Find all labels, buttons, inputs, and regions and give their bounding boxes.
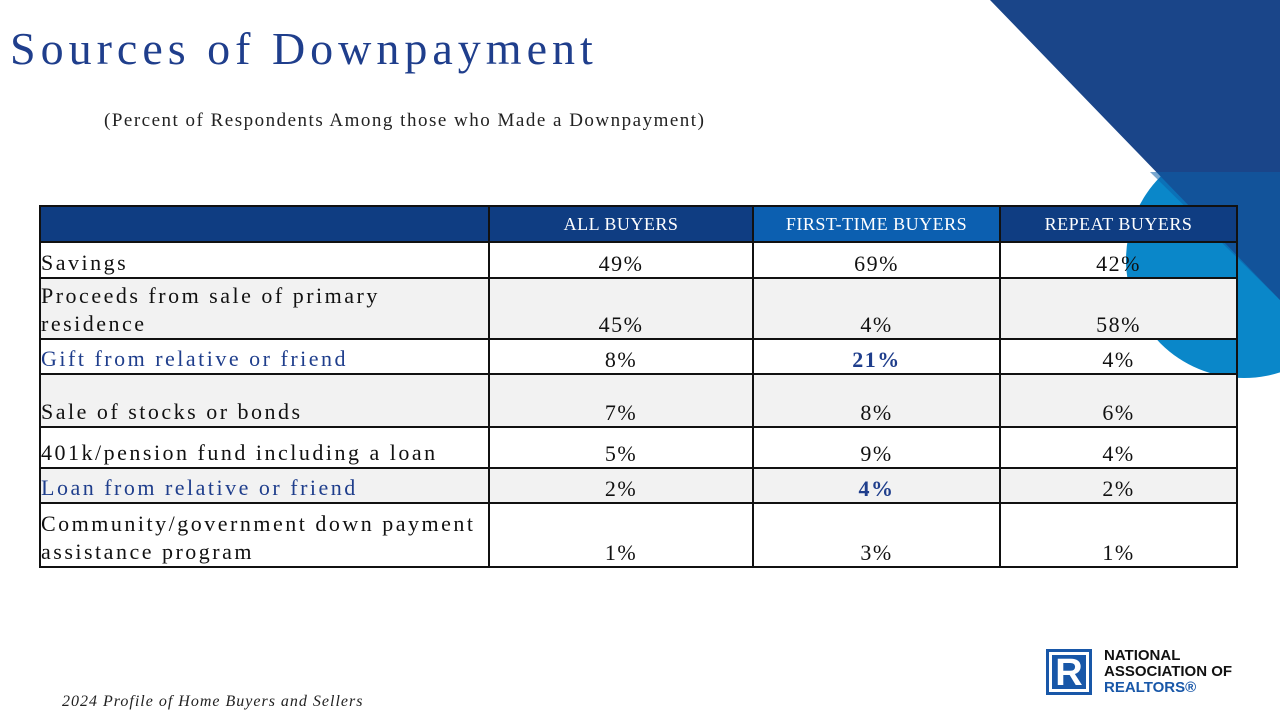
value-repeat-buyers: 1%: [999, 502, 1238, 568]
header-all-buyers: ALL BUYERS: [488, 205, 754, 243]
row-label: Community/government down payment assist…: [39, 502, 490, 568]
value-first-time-buyers: 9%: [752, 426, 1001, 469]
value-first-time-buyers: 69%: [752, 241, 1001, 279]
value-all-buyers: 45%: [488, 277, 754, 340]
slide-title: Sources of Downpayment: [10, 23, 598, 74]
slide-subtitle: (Percent of Respondents Among those who …: [104, 110, 706, 131]
table-row: 401k/pension fund including a loan 5% 9%…: [39, 426, 1238, 469]
realtor-r-icon: R: [1046, 649, 1092, 695]
logo-wordmark: NATIONAL ASSOCIATION OF REALTORS®: [1104, 648, 1264, 696]
value-all-buyers: 8%: [488, 338, 754, 375]
header-blank-cell: [39, 205, 490, 243]
value-first-time-buyers: 8%: [752, 373, 1001, 428]
value-all-buyers: 49%: [488, 241, 754, 279]
table-header-row: ALL BUYERS FIRST-TIME BUYERS REPEAT BUYE…: [39, 205, 1238, 243]
value-first-time-buyers: 4%: [752, 277, 1001, 340]
footer-source: 2024 Profile of Home Buyers and Sellers: [62, 693, 364, 710]
value-all-buyers: 7%: [488, 373, 754, 428]
downpayment-table: ALL BUYERS FIRST-TIME BUYERS REPEAT BUYE…: [39, 205, 1238, 568]
table-row: Loan from relative or friend 2% 4% 2%: [39, 467, 1238, 504]
value-first-time-buyers: 21%: [752, 338, 1001, 375]
table-row: Savings 49% 69% 42%: [39, 241, 1238, 279]
value-all-buyers: 2%: [488, 467, 754, 504]
value-repeat-buyers: 4%: [999, 426, 1238, 469]
value-repeat-buyers: 4%: [999, 338, 1238, 375]
logo-line-realtors: REALTORS®: [1104, 679, 1197, 696]
row-label: Sale of stocks or bonds: [39, 373, 490, 428]
table-row: Community/government down payment assist…: [39, 502, 1238, 568]
value-repeat-buyers: 6%: [999, 373, 1238, 428]
value-first-time-buyers: 4%: [752, 467, 1001, 504]
logo-line-association: ASSOCIATION OF: [1104, 663, 1233, 680]
header-repeat-buyers: REPEAT BUYERS: [999, 205, 1238, 243]
row-label: Loan from relative or friend: [39, 467, 490, 504]
value-repeat-buyers: 2%: [999, 467, 1238, 504]
table-row: Proceeds from sale of primary residence …: [39, 277, 1238, 340]
row-label: Proceeds from sale of primary residence: [39, 277, 490, 340]
row-label: 401k/pension fund including a loan: [39, 426, 490, 469]
value-repeat-buyers: 58%: [999, 277, 1238, 340]
header-first-time-buyers: FIRST-TIME BUYERS: [752, 205, 1001, 243]
logo-line-national: NATIONAL: [1104, 647, 1181, 664]
value-repeat-buyers: 42%: [999, 241, 1238, 279]
value-all-buyers: 5%: [488, 426, 754, 469]
value-all-buyers: 1%: [488, 502, 754, 568]
value-first-time-buyers: 3%: [752, 502, 1001, 568]
logo-mark-letter: R: [1049, 652, 1089, 692]
table-row: Sale of stocks or bonds 7% 8% 6%: [39, 373, 1238, 428]
row-label: Gift from relative or friend: [39, 338, 490, 375]
row-label: Savings: [39, 241, 490, 279]
table-row: Gift from relative or friend 8% 21% 4%: [39, 338, 1238, 375]
